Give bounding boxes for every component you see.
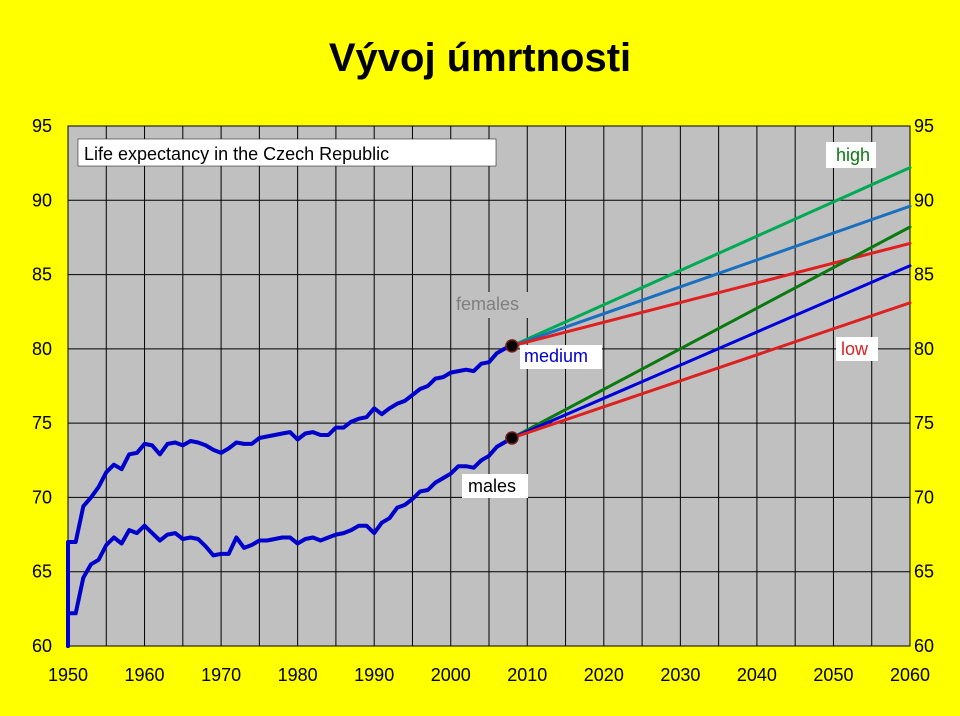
y-tick-label-left: 70 xyxy=(32,487,52,507)
grid xyxy=(67,125,911,647)
data-point-marker xyxy=(505,339,519,353)
x-tick-label: 2060 xyxy=(890,665,930,685)
chart-title-box xyxy=(77,138,497,167)
page-title: Vývoj úmrtnosti xyxy=(328,36,632,80)
x-tick-label: 2010 xyxy=(507,665,547,685)
markers-group xyxy=(505,339,519,445)
y-ticks-right: 60 65 70 75 80 85 90 95 xyxy=(914,116,934,656)
series-line-females-medium xyxy=(510,204,912,348)
y-tick-label-right: 70 xyxy=(914,487,934,507)
chart-title: Life expectancy in the Czech Republic xyxy=(84,144,389,164)
label-medium: medium xyxy=(524,346,588,366)
x-tick-label: 1950 xyxy=(48,665,88,685)
label-females-box xyxy=(452,292,534,318)
x-tick-label: 2020 xyxy=(584,665,624,685)
series-line-males-low xyxy=(510,301,912,440)
y-tick-label-right: 75 xyxy=(914,413,934,433)
x-tick-label: 1980 xyxy=(278,665,318,685)
x-tick-label: 1970 xyxy=(201,665,241,685)
x-tick-label: 2050 xyxy=(813,665,853,685)
series-group xyxy=(66,166,912,648)
y-tick-label-left: 60 xyxy=(32,636,52,656)
y-tick-label-right: 90 xyxy=(914,190,934,210)
y-ticks-left: 60 65 70 75 80 85 90 95 xyxy=(32,116,52,656)
y-tick-label-right: 80 xyxy=(914,339,934,359)
x-tick-label: 1960 xyxy=(125,665,165,685)
data-point-marker xyxy=(505,431,519,445)
y-tick-label-right: 60 xyxy=(914,636,934,656)
y-tick-label-left: 90 xyxy=(32,190,52,210)
series-line-females-high xyxy=(510,166,912,348)
label-medium-box xyxy=(520,345,602,369)
label-low-box xyxy=(836,337,878,361)
y-tick-label-left: 85 xyxy=(32,265,52,285)
series-line-females xyxy=(66,343,514,648)
label-high-box xyxy=(826,142,876,168)
x-tick-label: 1990 xyxy=(354,665,394,685)
x-tick-label: 2040 xyxy=(737,665,777,685)
x-tick-label: 2000 xyxy=(431,665,471,685)
x-ticks: 1950 1960 1970 1980 1990 2000 2010 2020 2030 2040… xyxy=(48,665,930,685)
series-line-males-medium xyxy=(510,264,912,440)
label-males-box xyxy=(462,474,528,498)
label-low: low xyxy=(841,339,869,359)
label-males: males xyxy=(468,476,516,496)
y-tick-label-right: 65 xyxy=(914,562,934,582)
label-high: high xyxy=(836,145,870,165)
y-tick-label-right: 85 xyxy=(914,265,934,285)
y-tick-label-left: 75 xyxy=(32,413,52,433)
y-tick-label-left: 95 xyxy=(32,116,52,136)
series-line-males-high xyxy=(510,225,912,440)
y-tick-label-left: 80 xyxy=(32,339,52,359)
label-females: females xyxy=(456,294,519,314)
y-tick-label-right: 95 xyxy=(914,116,934,136)
y-tick-label-left: 65 xyxy=(32,562,52,582)
series-line-males xyxy=(66,436,514,648)
x-tick-label: 2030 xyxy=(660,665,700,685)
